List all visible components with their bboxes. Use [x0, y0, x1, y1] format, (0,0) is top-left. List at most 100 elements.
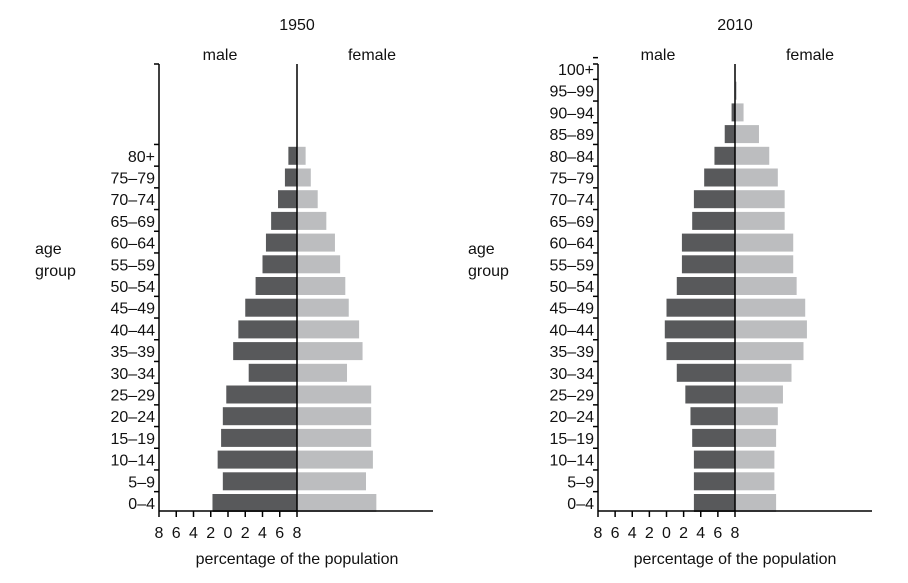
bar-male: [245, 298, 297, 317]
bar-male: [238, 320, 297, 339]
x-tick-label: 6: [172, 525, 181, 542]
bar-female: [735, 385, 783, 404]
bar-female: [735, 450, 775, 469]
bar-male: [284, 168, 297, 187]
bar-male: [278, 190, 297, 209]
y-tick-label: 50–54: [111, 279, 156, 296]
bar-female: [297, 428, 372, 447]
bar-female: [297, 450, 373, 469]
y-tick-label: 55–59: [550, 257, 595, 274]
bar-female: [735, 407, 778, 426]
bar-male: [693, 190, 735, 209]
bar-female: [735, 211, 785, 230]
x-tick-label: 8: [594, 525, 603, 542]
x-tick-label: 4: [258, 525, 267, 542]
y-tick-label: 75–79: [111, 171, 156, 188]
bar-male: [217, 450, 297, 469]
bar-female: [297, 320, 360, 339]
legend-male: male: [203, 47, 238, 64]
bar-female: [297, 277, 346, 295]
y-tick-label: 45–49: [550, 301, 595, 318]
y-tick-label: 0–4: [128, 496, 155, 513]
y-tick-label: 90–94: [550, 105, 595, 122]
y-tick-label: 80+: [128, 149, 155, 166]
y-tick-label: 30–34: [550, 366, 595, 383]
y-tick-label: 35–39: [111, 344, 156, 361]
bar-female: [735, 81, 737, 100]
bar-female: [735, 320, 807, 339]
bar-male: [704, 168, 735, 187]
y-tick-label: 20–24: [111, 409, 156, 426]
x-tick-label: 6: [611, 525, 620, 542]
y-tick-label: 75–79: [550, 171, 595, 188]
y-tick-label: 50–54: [550, 279, 595, 296]
chart-title: 1950: [279, 17, 315, 34]
y-tick-label: 95–99: [550, 84, 595, 101]
y-tick-label: 25–29: [111, 388, 156, 405]
bar-female: [297, 363, 348, 382]
bar-female: [735, 363, 792, 382]
x-tick-label: 0: [662, 525, 671, 542]
y-tick-label: 70–74: [550, 192, 595, 209]
y-tick-label: 65–69: [550, 214, 595, 231]
bar-male: [664, 320, 735, 339]
y-tick-label: 35–39: [550, 344, 595, 361]
y-tick-label: 40–44: [550, 322, 595, 339]
bar-female: [297, 472, 366, 491]
x-axis-label: percentage of the population: [196, 551, 399, 568]
bar-female: [297, 385, 372, 404]
y-tick-label: 40–44: [111, 322, 156, 339]
bar-male: [222, 407, 297, 426]
bar-male: [693, 450, 735, 469]
legend-female: female: [786, 47, 834, 64]
x-tick-label: 2: [679, 525, 688, 542]
x-tick-label: 4: [628, 525, 637, 542]
y-tick-label: 10–14: [550, 453, 595, 470]
bar-female: [735, 472, 775, 491]
bar-male: [288, 146, 297, 165]
y-tick-label: 55–59: [111, 257, 156, 274]
y-tick-label: 30–34: [111, 366, 156, 383]
bar-male: [271, 211, 297, 230]
x-tick-label: 0: [224, 525, 233, 542]
y-axis-label: group: [468, 263, 509, 280]
bar-female: [735, 103, 744, 122]
bar-female: [297, 146, 306, 165]
bar-male: [222, 472, 297, 491]
bar-male: [692, 211, 735, 230]
chart-title: 2010: [717, 17, 753, 34]
y-axis-label: age: [35, 241, 62, 258]
y-axis-label: age: [468, 241, 495, 258]
y-tick-label: 45–49: [111, 301, 156, 318]
x-tick-label: 2: [645, 525, 654, 542]
bar-female: [297, 298, 349, 317]
bar-female: [735, 494, 777, 512]
y-tick-label: 85–89: [550, 127, 595, 144]
bar-female: [297, 168, 311, 187]
bar-female: [297, 211, 327, 230]
bar-male: [226, 385, 297, 404]
y-tick-label: 15–19: [111, 431, 156, 448]
x-tick-label: 8: [293, 525, 302, 542]
x-tick-label: 6: [713, 525, 722, 542]
y-tick-label: 65–69: [111, 214, 156, 231]
bar-male: [676, 363, 735, 382]
legend-female: female: [348, 47, 396, 64]
bar-male: [233, 342, 297, 361]
bar-male: [685, 385, 735, 404]
bar-female: [297, 494, 377, 512]
y-tick-label: 60–64: [550, 236, 595, 253]
bar-female: [735, 298, 806, 317]
bar-male: [221, 428, 297, 447]
bar-male: [681, 255, 735, 274]
x-tick-label: 8: [155, 525, 164, 542]
bar-female: [735, 342, 804, 361]
bar-male: [212, 494, 297, 512]
bar-male: [731, 103, 735, 122]
bar-female: [735, 125, 759, 144]
y-tick-label: 25–29: [550, 388, 595, 405]
y-tick-label: 20–24: [550, 409, 595, 426]
bar-male: [693, 472, 735, 491]
y-tick-label: 0–4: [567, 496, 594, 513]
pyramid-1950: 1950 male female age group percentage of the …: [35, 17, 433, 568]
